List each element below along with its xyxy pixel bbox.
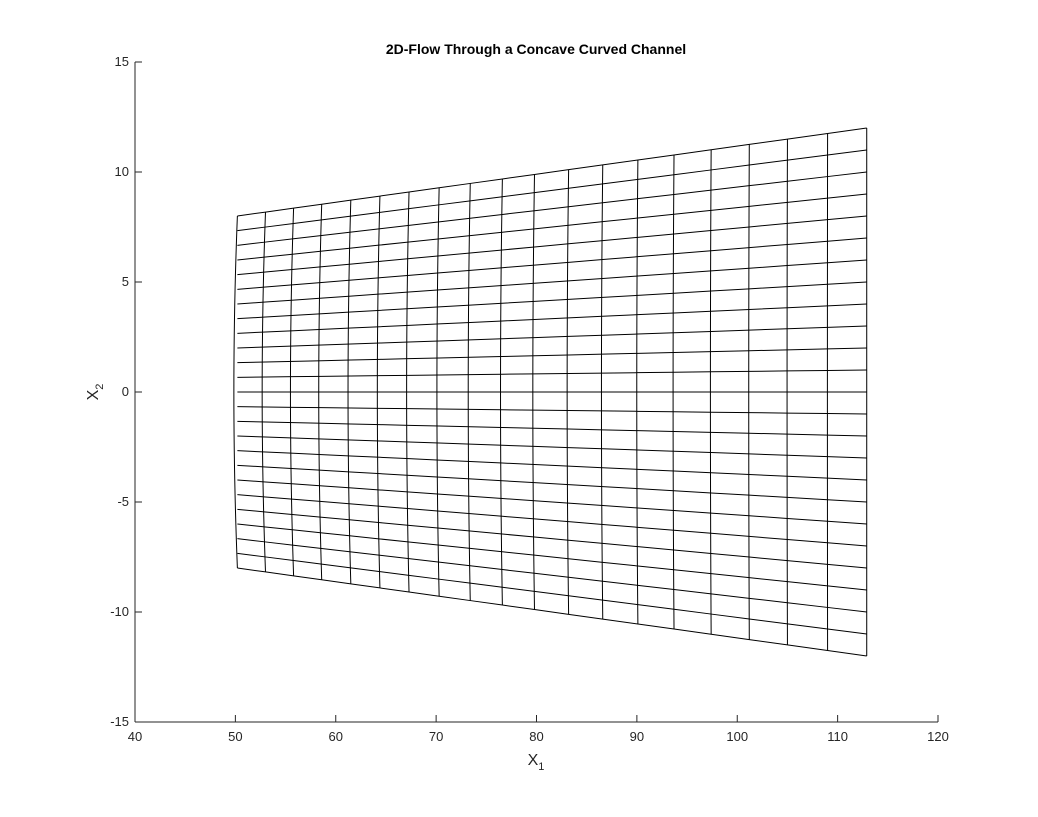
y-axis-label-base: X [85, 389, 102, 400]
x-tick-label: 80 [529, 729, 543, 744]
y-tick-label: -5 [117, 494, 129, 509]
y-tick-label: 15 [115, 54, 129, 69]
x-tick-label: 120 [927, 729, 949, 744]
x-tick-label: 50 [228, 729, 242, 744]
y-axis-label-sub: 2 [94, 384, 106, 390]
x-tick-label: 100 [726, 729, 748, 744]
chart-title: 2D-Flow Through a Concave Curved Channel [386, 41, 686, 57]
x-tick-label: 90 [630, 729, 644, 744]
y-tick-label: 10 [115, 164, 129, 179]
x-tick-label: 70 [429, 729, 443, 744]
y-tick-label: -15 [110, 714, 129, 729]
y-tick-label: 5 [122, 274, 129, 289]
y-tick-label: -10 [110, 604, 129, 619]
x-tick-label: 60 [329, 729, 343, 744]
x-axis-label-base: X [528, 752, 539, 769]
x-tick-label: 40 [128, 729, 142, 744]
mesh-column-line [749, 144, 750, 639]
x-axis-label-sub: 1 [538, 761, 544, 773]
y-tick-label: 0 [122, 384, 129, 399]
x-tick-label: 110 [827, 729, 848, 744]
